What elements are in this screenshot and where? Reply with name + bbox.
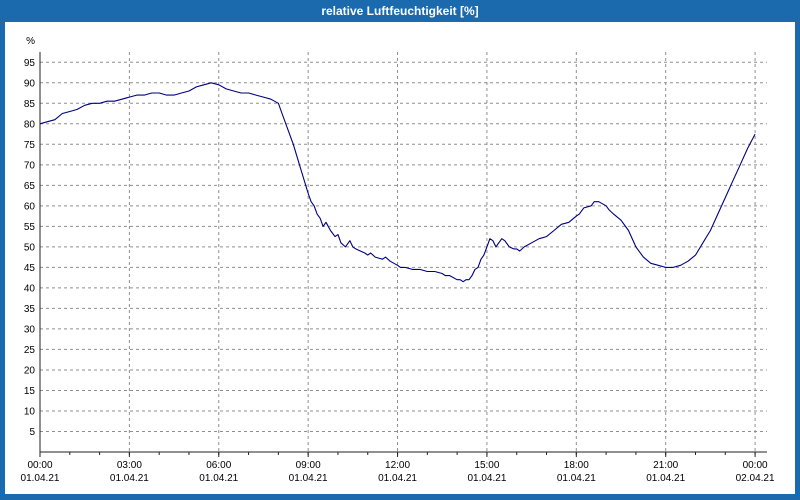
x-tick-date-label: 01.04.21	[21, 473, 60, 484]
x-tick-date-label: 01.04.21	[646, 473, 685, 484]
x-tick-time-label: 06:00	[206, 460, 231, 471]
y-tick-label: 10	[24, 406, 36, 417]
y-tick-label: 40	[24, 283, 36, 294]
y-tick-label: 15	[24, 386, 36, 397]
chart-title: relative Luftfeuchtigkeit [%]	[321, 4, 479, 18]
x-tick-time-label: 12:00	[385, 460, 410, 471]
humidity-line	[39, 82, 756, 283]
x-tick-date-label: 01.04.21	[378, 473, 417, 484]
y-tick-label: 45	[24, 263, 36, 274]
y-tick-label: 65	[24, 181, 36, 192]
y-tick-label: 85	[24, 99, 36, 110]
y-tick-label: 90	[24, 78, 36, 89]
x-tick-time-label: 00:00	[27, 460, 52, 471]
x-tick-time-label: 21:00	[653, 460, 678, 471]
y-tick-label: 60	[24, 201, 36, 212]
x-tick-date-label: 01.04.21	[557, 473, 596, 484]
humidity-line-chart: 5 10 15 20 25 30 35 40 45 50 55 60 65 70 75 80 85 90 95% 00…	[21, 36, 775, 484]
y-tick-label: 35	[24, 304, 36, 315]
y-tick-label: 75	[24, 140, 36, 151]
x-tick-time-label: 09:00	[296, 460, 321, 471]
y-tick-label: 30	[24, 324, 36, 335]
x-tick-time-label: 18:00	[564, 460, 589, 471]
x-tick-date-label: 01.04.21	[199, 473, 238, 484]
y-tick-label: 55	[24, 222, 36, 233]
title-bar: relative Luftfeuchtigkeit [%]	[0, 0, 800, 22]
x-tick-time-label: 15:00	[474, 460, 499, 471]
x-tick-date-label: 01.04.21	[110, 473, 149, 484]
chart-area: 5 10 15 20 25 30 35 40 45 50 55 60 65 70 75 80 85 90 95% 00…	[5, 22, 795, 494]
y-tick-label: 5	[29, 427, 35, 438]
y-tick-label: 80	[24, 119, 36, 130]
x-tick-date-label: 02.04.21	[736, 473, 775, 484]
y-tick-label: 25	[24, 345, 36, 356]
y-tick-label: 95	[24, 58, 36, 69]
y-tick-label: 20	[24, 365, 36, 376]
x-tick-date-label: 01.04.21	[289, 473, 328, 484]
y-tick-label: 70	[24, 160, 36, 171]
x-tick-date-label: 01.04.21	[467, 473, 506, 484]
y-tick-label: 50	[24, 242, 36, 253]
x-tick-time-label: 00:00	[743, 460, 768, 471]
y-axis-unit-label: %	[26, 36, 35, 47]
x-tick-time-label: 03:00	[117, 460, 142, 471]
